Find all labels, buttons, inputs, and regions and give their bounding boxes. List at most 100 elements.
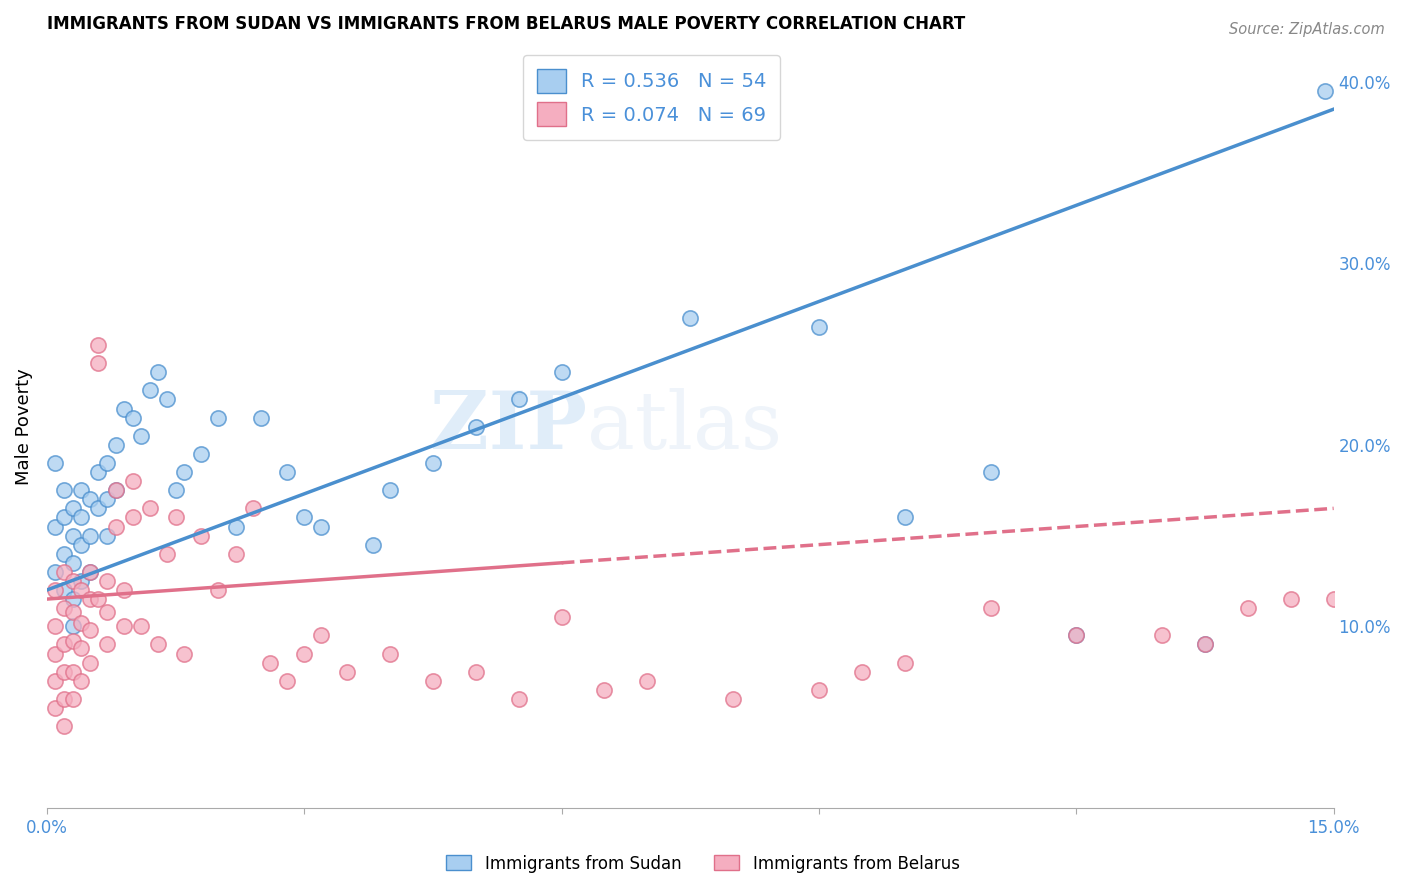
Point — [508, 392, 530, 407]
Point — [207, 582, 229, 597]
Point — [464, 419, 486, 434]
Point — [121, 410, 143, 425]
Point — [139, 384, 162, 398]
Point — [96, 528, 118, 542]
Point — [70, 510, 93, 524]
Point — [979, 601, 1001, 615]
Point — [156, 547, 179, 561]
Point — [1194, 637, 1216, 651]
Point — [62, 619, 84, 633]
Point — [292, 510, 315, 524]
Point — [70, 538, 93, 552]
Point — [87, 338, 110, 352]
Point — [70, 641, 93, 656]
Point — [1064, 628, 1087, 642]
Point — [190, 447, 212, 461]
Point — [508, 691, 530, 706]
Point — [165, 510, 187, 524]
Point — [1064, 628, 1087, 642]
Point — [129, 429, 152, 443]
Text: Source: ZipAtlas.com: Source: ZipAtlas.com — [1229, 22, 1385, 37]
Point — [53, 547, 76, 561]
Point — [464, 665, 486, 679]
Point — [156, 392, 179, 407]
Point — [79, 492, 101, 507]
Point — [165, 483, 187, 498]
Point — [79, 565, 101, 579]
Point — [53, 582, 76, 597]
Point — [1279, 592, 1302, 607]
Point — [259, 656, 281, 670]
Legend: Immigrants from Sudan, Immigrants from Belarus: Immigrants from Sudan, Immigrants from B… — [440, 848, 966, 880]
Point — [851, 665, 873, 679]
Point — [62, 528, 84, 542]
Point — [112, 619, 135, 633]
Point — [292, 647, 315, 661]
Point — [96, 637, 118, 651]
Point — [378, 647, 401, 661]
Point — [1194, 637, 1216, 651]
Text: atlas: atlas — [588, 388, 783, 466]
Y-axis label: Male Poverty: Male Poverty — [15, 368, 32, 485]
Point — [361, 538, 384, 552]
Point — [148, 365, 170, 379]
Point — [70, 582, 93, 597]
Point — [422, 456, 444, 470]
Point — [70, 615, 93, 630]
Point — [53, 510, 76, 524]
Point — [87, 501, 110, 516]
Point — [53, 691, 76, 706]
Point — [79, 623, 101, 637]
Point — [129, 619, 152, 633]
Point — [70, 483, 93, 498]
Point — [96, 456, 118, 470]
Point — [1313, 84, 1336, 98]
Point — [422, 673, 444, 688]
Point — [96, 605, 118, 619]
Point — [807, 682, 830, 697]
Point — [104, 483, 127, 498]
Point — [44, 673, 66, 688]
Point — [62, 633, 84, 648]
Point — [104, 483, 127, 498]
Point — [679, 310, 702, 325]
Point — [70, 673, 93, 688]
Point — [250, 410, 273, 425]
Point — [44, 647, 66, 661]
Text: IMMIGRANTS FROM SUDAN VS IMMIGRANTS FROM BELARUS MALE POVERTY CORRELATION CHART: IMMIGRANTS FROM SUDAN VS IMMIGRANTS FROM… — [46, 15, 965, 33]
Point — [378, 483, 401, 498]
Point — [53, 637, 76, 651]
Point — [893, 510, 915, 524]
Point — [121, 474, 143, 488]
Point — [62, 556, 84, 570]
Point — [311, 628, 333, 642]
Point — [311, 519, 333, 533]
Point — [893, 656, 915, 670]
Point — [276, 465, 298, 479]
Point — [53, 483, 76, 498]
Point — [1323, 592, 1346, 607]
Point — [336, 665, 359, 679]
Point — [53, 665, 76, 679]
Point — [79, 528, 101, 542]
Point — [87, 465, 110, 479]
Point — [190, 528, 212, 542]
Point — [70, 574, 93, 588]
Point — [96, 574, 118, 588]
Point — [53, 565, 76, 579]
Text: ZIP: ZIP — [430, 388, 588, 466]
Point — [550, 365, 572, 379]
Point — [53, 601, 76, 615]
Point — [721, 691, 744, 706]
Point — [87, 592, 110, 607]
Point — [96, 492, 118, 507]
Point — [44, 701, 66, 715]
Point — [173, 465, 195, 479]
Point — [636, 673, 658, 688]
Point — [62, 501, 84, 516]
Point — [112, 401, 135, 416]
Point — [62, 691, 84, 706]
Point — [44, 619, 66, 633]
Point — [550, 610, 572, 624]
Legend: R = 0.536   N = 54, R = 0.074   N = 69: R = 0.536 N = 54, R = 0.074 N = 69 — [523, 55, 780, 140]
